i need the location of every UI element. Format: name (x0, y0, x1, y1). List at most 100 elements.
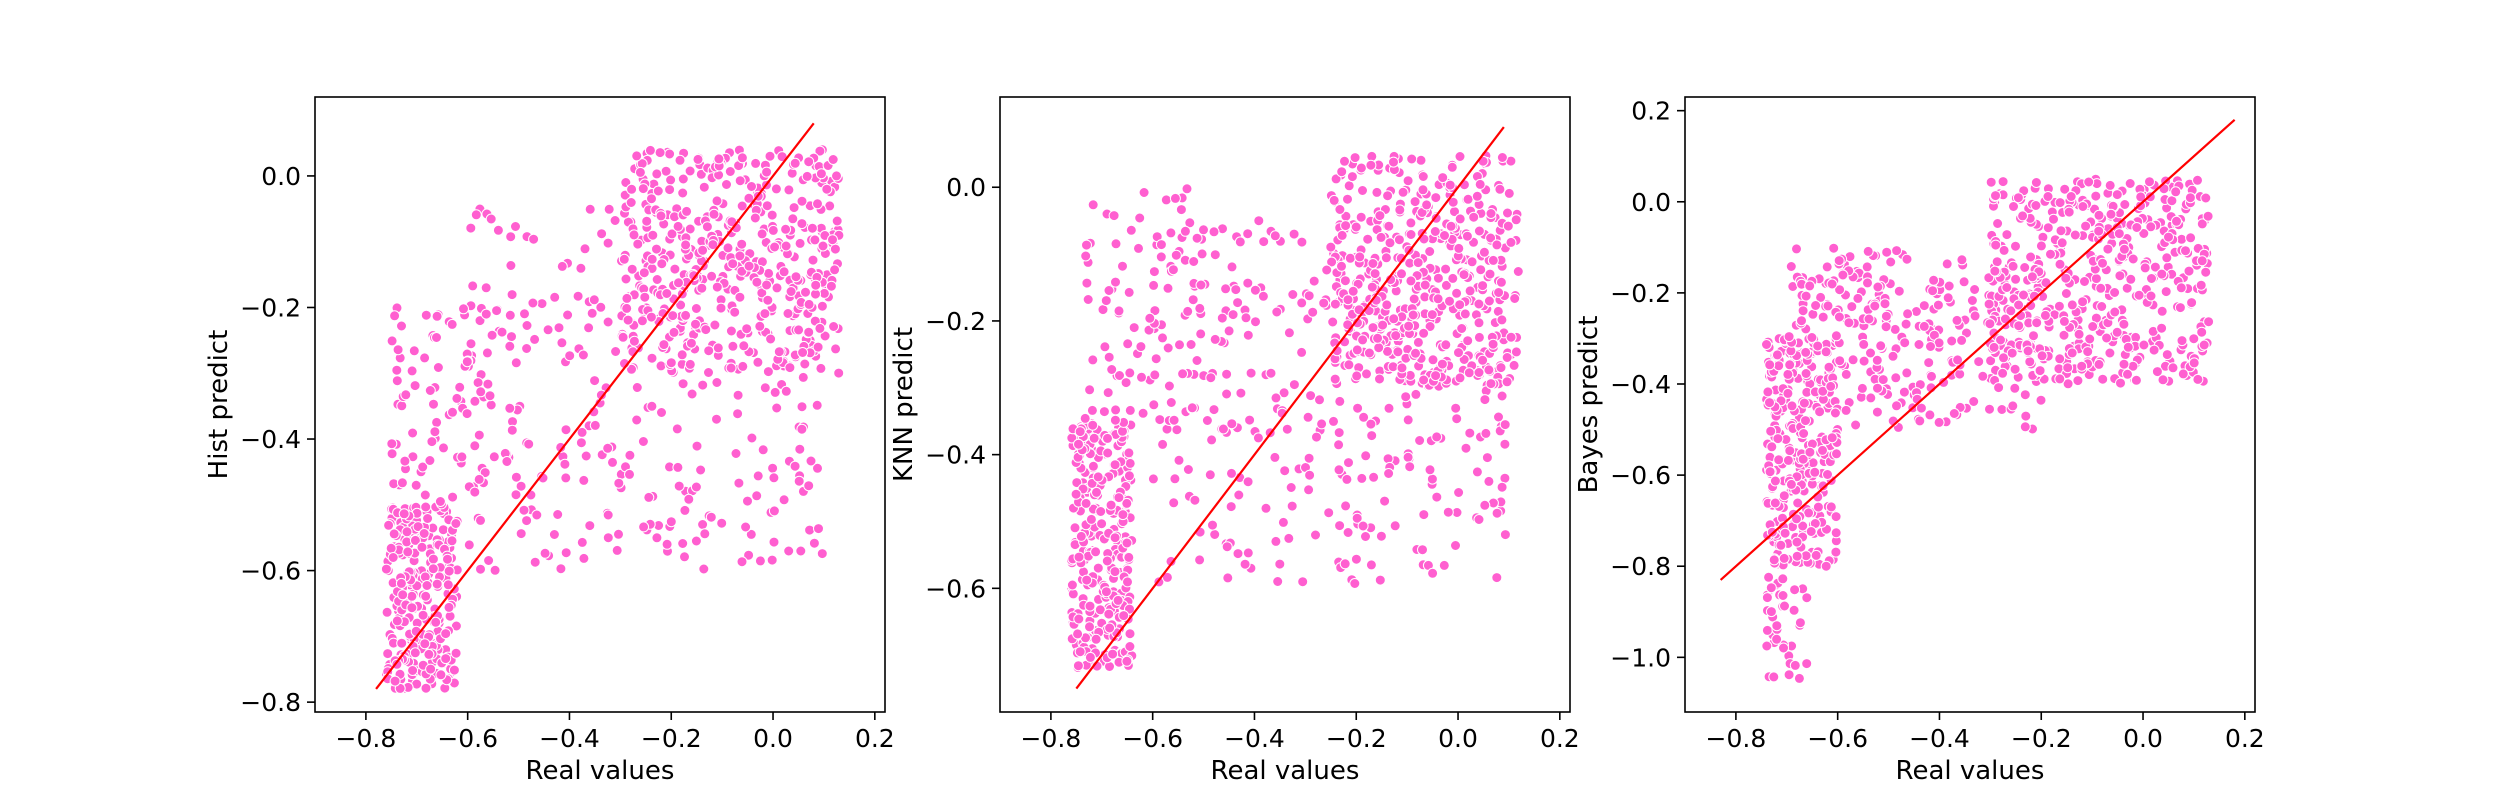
x-tick-label: −0.6 (1807, 724, 1868, 753)
scatter-point (475, 386, 487, 398)
scatter-point (1168, 497, 1180, 509)
scatter-point (1374, 574, 1386, 586)
scatter-point (685, 337, 697, 349)
scatter-point (1771, 620, 1783, 632)
scatter-point (402, 546, 414, 558)
scatter-point (399, 455, 411, 467)
scatter-point (504, 309, 516, 321)
scatter-point (450, 620, 462, 632)
scatter-point (1086, 404, 1098, 416)
scatter-point (1167, 264, 1179, 276)
scatter-point (442, 579, 454, 591)
scatter-point (1196, 248, 1208, 260)
scatter-point (1491, 572, 1503, 584)
scatter-point (1889, 323, 1901, 335)
scatter-point (427, 553, 439, 565)
scatter-point (1509, 293, 1521, 304)
scatter-point (1107, 648, 1119, 660)
scatter-point (2060, 288, 2072, 299)
scatter-point (736, 238, 748, 250)
scatter-point (639, 291, 651, 303)
scatter-point (2022, 345, 2034, 357)
scatter-point (602, 237, 614, 249)
scatter-point (1969, 284, 1981, 295)
x-tick-label: −0.4 (1909, 724, 1970, 753)
scatter-point (1983, 298, 1995, 310)
scatter-point (1762, 386, 1774, 398)
scatter-point (579, 243, 591, 255)
scatter-point (2104, 347, 2116, 359)
scatter-point (1879, 298, 1891, 310)
scatter-point (1440, 279, 1452, 291)
scatter-point (505, 260, 517, 271)
scatter-point (1235, 387, 1247, 399)
scatter-point (825, 280, 837, 292)
scatter-point (400, 389, 412, 401)
scatter-point (793, 475, 805, 487)
scatter-point (1453, 347, 1464, 359)
scatter-point (1918, 320, 1930, 332)
points-1 (380, 144, 845, 694)
scatter-point (1485, 232, 1497, 244)
scatter-point (1336, 229, 1348, 241)
scatter-point (2133, 289, 2145, 301)
scatter-point (1355, 211, 1367, 223)
scatter-point (785, 286, 797, 297)
scatter-point (1400, 391, 1412, 403)
scatter-point (1081, 277, 1093, 289)
scatter-point (1456, 323, 1468, 334)
scatter-point (1990, 239, 2002, 251)
scatter-point (2036, 350, 2048, 362)
scatter-point (1923, 357, 1935, 369)
scatter-point (470, 209, 482, 221)
scatter-point (407, 665, 419, 676)
scatter-point (803, 156, 815, 168)
scatter-point (1388, 313, 1400, 325)
identity-line (375, 122, 815, 690)
scatter-point (638, 267, 650, 279)
scatter-point (787, 213, 799, 225)
scatter-point (432, 362, 444, 373)
scatter-point (420, 590, 432, 602)
scatter-point (1846, 301, 1858, 313)
scatter-point (1239, 558, 1251, 570)
scatter-point (1206, 434, 1218, 446)
scatter-point (1796, 315, 1807, 327)
scatter-point (406, 602, 418, 614)
scatter-point (1473, 225, 1485, 237)
scatter-point (1388, 156, 1399, 168)
scatter-point (729, 306, 741, 318)
scatter-point (1822, 469, 1833, 480)
scatter-point (1918, 300, 1930, 312)
scatter-point (1491, 507, 1503, 519)
scatter-point (1938, 376, 1950, 388)
scatter-point (1157, 332, 1168, 344)
scatter-point (677, 187, 689, 199)
scatter-point (1170, 249, 1182, 261)
scatter-point (577, 349, 589, 361)
scatter-point (1499, 472, 1511, 484)
scatter-panel-2: −0.8 −0.6 −0.4 −0.2 0.0 0.2 0.0 −0.2 −0.4 −0.6 Rea… (889, 96, 1580, 786)
scatter-point (1303, 290, 1315, 302)
scatter-point (1090, 633, 1102, 645)
scatter-point (1390, 330, 1402, 342)
scatter-point (1080, 497, 1092, 509)
scatter-point (1072, 628, 1084, 640)
scatter-point (2030, 177, 2042, 188)
scatter-point (1946, 335, 1958, 347)
scatter-point (1226, 467, 1237, 479)
scatter-point (680, 309, 692, 321)
scatter-point (1277, 516, 1289, 528)
scatter-point (1789, 659, 1801, 671)
scatter-point (555, 563, 567, 575)
scatter-point (1771, 349, 1783, 361)
scatter-point (1232, 297, 1244, 309)
scatter-point (418, 528, 430, 539)
scatter-point (789, 460, 801, 472)
scatter-point (773, 346, 785, 358)
scatter-point (1902, 308, 1914, 320)
scatter-point (1191, 355, 1203, 366)
scatter-point (703, 367, 714, 378)
scatter-point (2035, 394, 2047, 406)
scatter-point (1124, 628, 1136, 640)
